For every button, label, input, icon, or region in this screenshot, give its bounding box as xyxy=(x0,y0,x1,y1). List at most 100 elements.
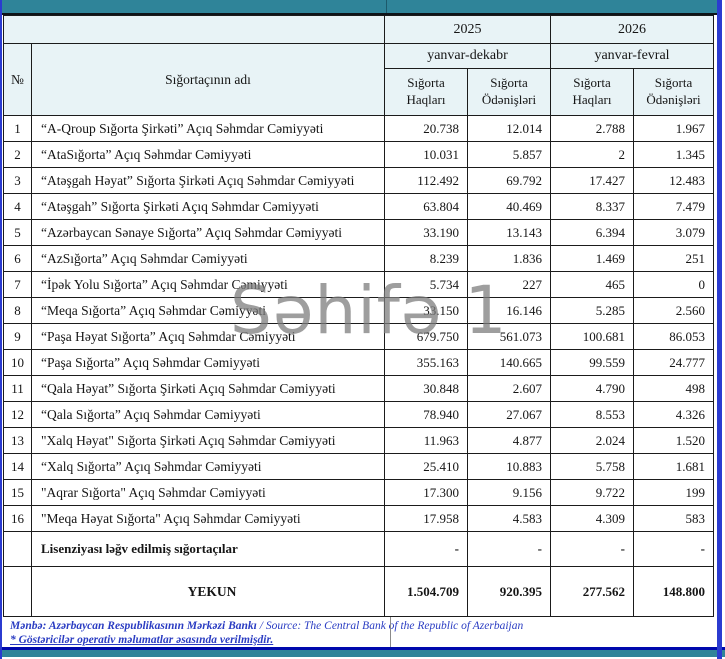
value-cell-2: 2.024 xyxy=(550,427,634,454)
insurer-name: “Paşa Sığorta” Açıq Səhmdar Cəmiyyəti xyxy=(31,349,385,376)
value-cell-1: 9.156 xyxy=(467,479,551,506)
value-cell-0: 8.239 xyxy=(384,245,468,272)
value-cell-3: 498 xyxy=(633,375,714,402)
value-cell-2: 2.788 xyxy=(550,115,634,142)
value-cell-1: 69.792 xyxy=(467,167,551,194)
insurance-table: 2025 2026 № Sığortaçının adı yanvar-deka… xyxy=(3,15,714,617)
insurer-row: 10 “Paşa Sığorta” Açıq Səhmdar Cəmiyyəti 3… xyxy=(3,349,714,376)
premiums-2026-header: Sığorta Haqları xyxy=(550,68,634,116)
insurer-name: "Meqa Həyat Sığorta" Açıq Səhmdar Cəmiyy… xyxy=(31,505,385,532)
value-cell-0: 355.163 xyxy=(384,349,468,376)
year-2025-header: 2025 xyxy=(384,15,551,44)
revoked-insurers-row: Lisenziyası ləğv edilmiş sığortaçılar - - -… xyxy=(3,531,714,567)
value-cell-2: 2 xyxy=(550,141,634,168)
footer: Mənbə: Azərbaycan Respublikasının Mərkəz… xyxy=(3,617,717,647)
year-header-row: 2025 2026 xyxy=(3,15,714,44)
value-cell-1: 16.146 xyxy=(467,297,551,324)
row-number: 14 xyxy=(3,453,32,480)
value-cell-1: 227 xyxy=(467,271,551,298)
row-number: 2 xyxy=(3,141,32,168)
value-cell-0: 17.958 xyxy=(384,505,468,532)
top-teal-band xyxy=(2,0,717,15)
value-cell-3: 12.483 xyxy=(633,167,714,194)
insurer-name: “Atəşgah Həyat” Sığorta Şirkəti Açıq Səh… xyxy=(31,167,385,194)
insurer-name-column-header: Sığortaçının adı xyxy=(31,43,385,116)
value-cell-0: 11.963 xyxy=(384,427,468,454)
value-cell-1: 12.014 xyxy=(467,115,551,142)
footnote: * Göstəricilər operativ məlumatlar əsası… xyxy=(10,634,274,647)
value-cell-0: 33.190 xyxy=(384,219,468,246)
period-2026-header: yanvar-fevral xyxy=(550,43,714,69)
row-number: 5 xyxy=(3,219,32,246)
value-cell-3: 1.681 xyxy=(633,453,714,480)
insurer-name: “Meqa Sığorta” Açıq Səhmdar Cəmiyyəti xyxy=(31,297,385,324)
row-number: 15 xyxy=(3,479,32,506)
value-cell-3: 0 xyxy=(633,271,714,298)
insurer-row: 12 “Qala Sığorta” Açıq Səhmdar Cəmiyyəti 7… xyxy=(3,401,714,428)
page-border-right xyxy=(717,0,722,659)
value-cell-2: 6.394 xyxy=(550,219,634,246)
measure-header-row: Sığorta Haqları Sığorta Ödənişləri Sığor… xyxy=(4,68,714,116)
insurer-name: “Qala Həyat” Sığorta Şirkəti Açıq Səhmda… xyxy=(31,375,385,402)
insurer-name: “A-Qroup Sığorta Şirkəti” Açıq Səhmdar C… xyxy=(31,115,385,142)
total-row-label: YEKUN xyxy=(31,566,385,617)
value-cell-1: 140.665 xyxy=(467,349,551,376)
value-cell-0: 33.150 xyxy=(384,297,468,324)
value-cell-2: 465 xyxy=(550,271,634,298)
row-number: 7 xyxy=(3,271,32,298)
value-cell-3: 1.520 xyxy=(633,427,714,454)
value-cell-2: 1.469 xyxy=(550,245,634,272)
row-number: 12 xyxy=(3,401,32,428)
row-number xyxy=(3,566,32,617)
period-2025-header: yanvar-dekabr xyxy=(384,43,551,69)
row-number: 9 xyxy=(3,323,32,350)
value-cell-0: 17.300 xyxy=(384,479,468,506)
row-number: 11 xyxy=(3,375,32,402)
value-cell-2: 4.309 xyxy=(550,505,634,532)
insurer-row: 14 “Xalq Sığorta” Açıq Səhmdar Cəmiyyəti 2… xyxy=(3,453,714,480)
insurer-name: “Azərbaycan Sənaye Sığorta” Açıq Səhmdar… xyxy=(31,219,385,246)
revoked-insurers-row-value-2: - xyxy=(550,531,634,567)
value-cell-2: 4.790 xyxy=(550,375,634,402)
value-cell-2: 5.285 xyxy=(550,297,634,324)
insurer-row: 11 “Qala Həyat” Sığorta Şirkəti Açıq Səhm… xyxy=(3,375,714,402)
value-cell-3: 4.326 xyxy=(633,401,714,428)
total-row: YEKUN 1.504.709 920.395 277.562 148.800 xyxy=(3,566,714,617)
bottom-navy-rule xyxy=(0,647,725,650)
insurer-row: 7 “İpək Yolu Sığorta” Açıq Səhmdar Cəmiyy… xyxy=(3,271,714,298)
value-cell-3: 583 xyxy=(633,505,714,532)
value-cell-3: 2.560 xyxy=(633,297,714,324)
insurer-name: “İpək Yolu Sığorta” Açıq Səhmdar Cəmiyyə… xyxy=(31,271,385,298)
value-cell-2: 8.337 xyxy=(550,193,634,220)
insurer-name: “AtaSığorta” Açıq Səhmdar Cəmiyyəti xyxy=(31,141,385,168)
row-number xyxy=(3,531,32,567)
year-2026-header: 2026 xyxy=(550,15,714,44)
value-cell-2: 100.681 xyxy=(550,323,634,350)
value-cell-1: 5.857 xyxy=(467,141,551,168)
insurer-name: “AzSığorta” Açıq Səhmdar Cəmiyyəti xyxy=(31,245,385,272)
value-cell-1: 4.583 xyxy=(467,505,551,532)
insurer-row: 8 “Meqa Sığorta” Açıq Səhmdar Cəmiyyəti 33… xyxy=(3,297,714,324)
premiums-2025-header: Sığorta Haqları xyxy=(384,68,468,116)
total-row-value-1: 920.395 xyxy=(467,566,551,617)
corner-empty-cell xyxy=(3,15,385,44)
total-row-value-2: 277.562 xyxy=(550,566,634,617)
value-cell-3: 1.967 xyxy=(633,115,714,142)
revoked-insurers-row-value-0: - xyxy=(384,531,468,567)
insurer-name: “Atəşgah” Sığorta Şirkəti Açıq Səhmdar C… xyxy=(31,193,385,220)
total-row-value-0: 1.504.709 xyxy=(384,566,468,617)
value-cell-0: 679.750 xyxy=(384,323,468,350)
value-cell-1: 2.607 xyxy=(467,375,551,402)
value-cell-2: 8.553 xyxy=(550,401,634,428)
row-number: 3 xyxy=(3,167,32,194)
insurer-name: “Xalq Sığorta” Açıq Səhmdar Cəmiyyəti xyxy=(31,453,385,480)
row-number: 10 xyxy=(3,349,32,376)
value-cell-1: 27.067 xyxy=(467,401,551,428)
value-cell-1: 10.883 xyxy=(467,453,551,480)
value-cell-1: 40.469 xyxy=(467,193,551,220)
insurer-row: 5 “Azərbaycan Sənaye Sığorta” Açıq Səhmda… xyxy=(3,219,714,246)
value-cell-0: 25.410 xyxy=(384,453,468,480)
value-cell-2: 99.559 xyxy=(550,349,634,376)
value-cell-2: 5.758 xyxy=(550,453,634,480)
